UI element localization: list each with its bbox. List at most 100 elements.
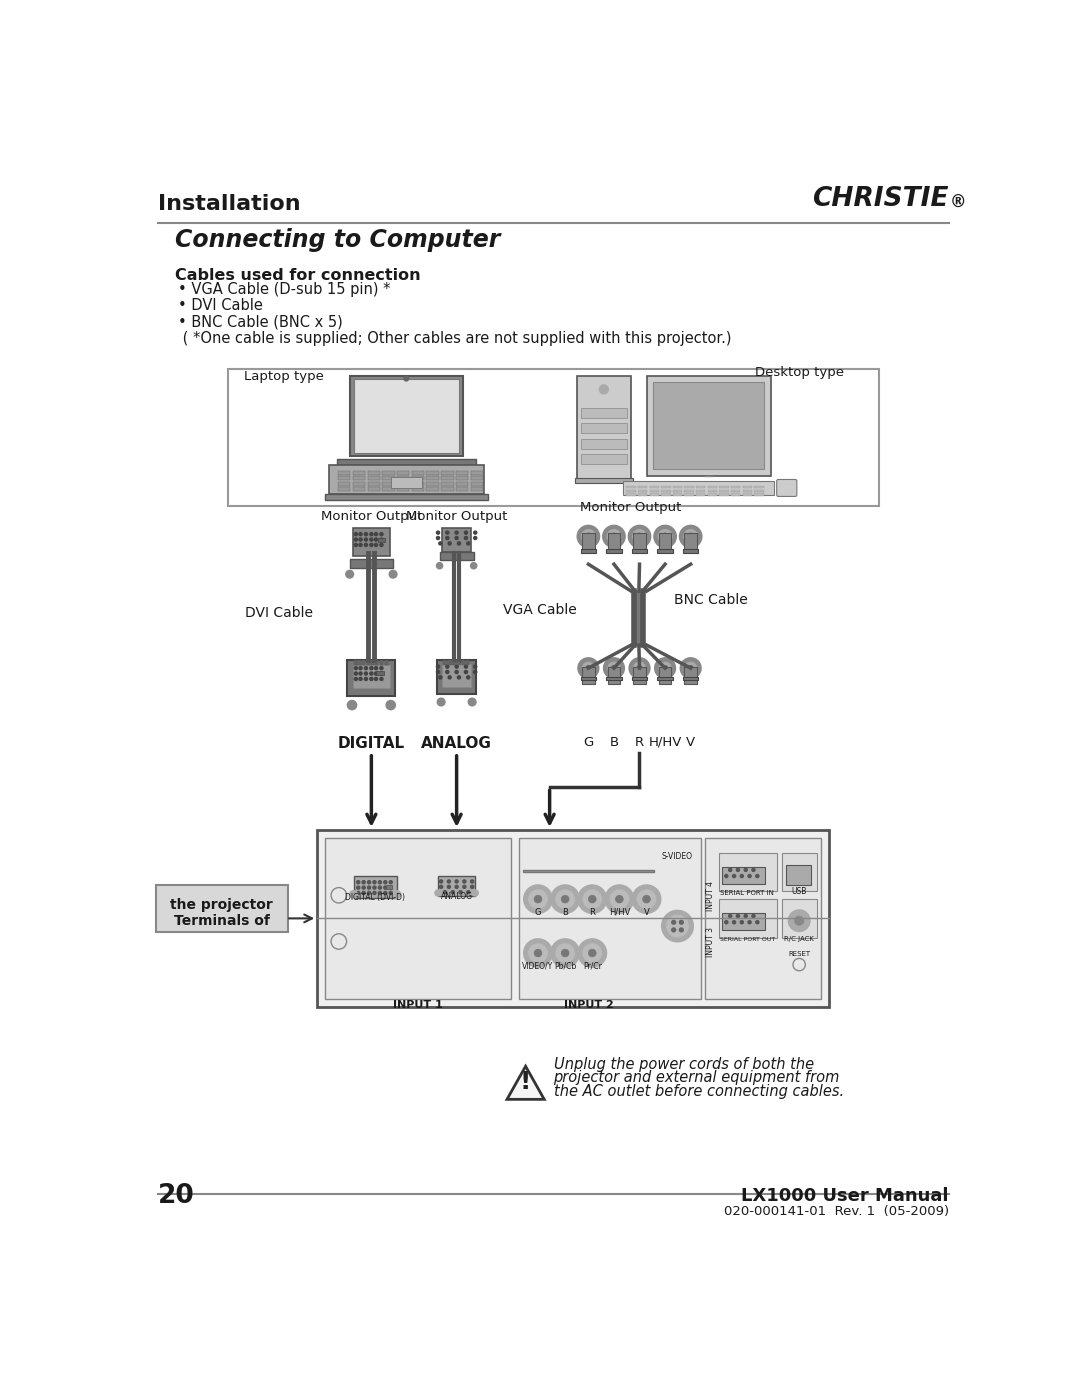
Circle shape (744, 915, 747, 918)
Circle shape (367, 886, 370, 888)
Circle shape (633, 662, 646, 675)
FancyBboxPatch shape (471, 471, 483, 475)
Text: Terminals of: Terminals of (174, 914, 270, 928)
Circle shape (354, 672, 357, 675)
Text: R/C JACK: R/C JACK (784, 936, 814, 942)
FancyBboxPatch shape (606, 676, 622, 680)
Circle shape (474, 531, 476, 534)
FancyBboxPatch shape (456, 488, 469, 490)
Text: S-VIDEO: S-VIDEO (662, 852, 693, 861)
FancyBboxPatch shape (581, 676, 596, 680)
Circle shape (599, 384, 608, 394)
Circle shape (446, 531, 449, 534)
FancyBboxPatch shape (456, 482, 469, 486)
FancyBboxPatch shape (661, 486, 671, 488)
FancyBboxPatch shape (719, 489, 729, 492)
FancyBboxPatch shape (367, 482, 380, 486)
Text: G: G (535, 908, 541, 916)
Text: V: V (686, 736, 696, 749)
FancyBboxPatch shape (367, 488, 380, 490)
Circle shape (369, 538, 373, 541)
Circle shape (748, 921, 751, 923)
Text: CHRISTIE: CHRISTIE (812, 186, 948, 211)
Text: Pr/Cr: Pr/Cr (583, 961, 602, 971)
Circle shape (589, 895, 596, 902)
Circle shape (471, 563, 476, 569)
FancyBboxPatch shape (441, 476, 454, 481)
Circle shape (359, 672, 362, 675)
Circle shape (752, 869, 755, 872)
Circle shape (607, 529, 621, 543)
Circle shape (629, 525, 650, 548)
Circle shape (585, 534, 592, 539)
Circle shape (756, 921, 759, 923)
FancyBboxPatch shape (658, 676, 673, 680)
FancyBboxPatch shape (441, 488, 454, 490)
Circle shape (529, 890, 548, 908)
Text: DIGITAL: DIGITAL (338, 736, 405, 752)
Circle shape (633, 886, 661, 914)
Circle shape (455, 536, 458, 539)
Text: INPUT 2: INPUT 2 (564, 1000, 613, 1010)
FancyBboxPatch shape (382, 476, 394, 481)
Circle shape (446, 665, 449, 668)
Circle shape (464, 665, 468, 668)
Circle shape (740, 875, 743, 877)
Circle shape (524, 939, 552, 967)
Circle shape (643, 895, 650, 902)
FancyBboxPatch shape (647, 376, 770, 475)
Circle shape (373, 880, 376, 884)
Circle shape (364, 532, 367, 535)
Text: • VGA Cable (D-sub 15 pin) *: • VGA Cable (D-sub 15 pin) * (177, 282, 390, 298)
FancyBboxPatch shape (378, 538, 386, 542)
Circle shape (435, 890, 441, 895)
Text: H/HV: H/HV (609, 908, 630, 916)
Text: USB: USB (792, 887, 807, 895)
Circle shape (608, 662, 620, 675)
Circle shape (364, 538, 367, 541)
Circle shape (359, 538, 362, 541)
Circle shape (688, 534, 693, 539)
Circle shape (467, 891, 470, 894)
Circle shape (378, 880, 381, 884)
Circle shape (440, 880, 443, 883)
Circle shape (458, 542, 460, 545)
Circle shape (354, 538, 357, 541)
Circle shape (436, 671, 440, 673)
FancyBboxPatch shape (659, 666, 672, 683)
Text: 020-000141-01  Rev. 1  (05-2009): 020-000141-01 Rev. 1 (05-2009) (724, 1206, 948, 1218)
Circle shape (474, 536, 476, 539)
Circle shape (362, 891, 365, 894)
Circle shape (444, 891, 446, 894)
FancyBboxPatch shape (391, 478, 422, 488)
Text: H/HV: H/HV (648, 736, 681, 749)
Circle shape (375, 538, 378, 541)
Circle shape (472, 890, 478, 895)
FancyBboxPatch shape (382, 471, 394, 475)
FancyBboxPatch shape (411, 476, 424, 481)
Circle shape (474, 671, 476, 673)
FancyBboxPatch shape (438, 876, 475, 895)
Circle shape (393, 891, 401, 898)
Circle shape (447, 886, 450, 888)
Circle shape (679, 525, 702, 548)
FancyBboxPatch shape (673, 486, 683, 488)
FancyBboxPatch shape (582, 534, 595, 550)
FancyBboxPatch shape (455, 661, 458, 665)
Circle shape (369, 678, 373, 680)
Circle shape (467, 542, 470, 545)
Circle shape (346, 570, 353, 578)
Circle shape (436, 531, 440, 534)
FancyBboxPatch shape (462, 661, 465, 665)
FancyBboxPatch shape (581, 408, 627, 418)
Circle shape (636, 534, 643, 539)
Circle shape (737, 869, 740, 872)
FancyBboxPatch shape (446, 661, 449, 665)
FancyBboxPatch shape (354, 380, 459, 453)
FancyBboxPatch shape (353, 488, 365, 490)
Circle shape (662, 534, 669, 539)
FancyBboxPatch shape (427, 476, 438, 481)
FancyBboxPatch shape (638, 489, 647, 492)
Text: INPUT 1: INPUT 1 (393, 1000, 443, 1010)
Circle shape (436, 536, 440, 539)
